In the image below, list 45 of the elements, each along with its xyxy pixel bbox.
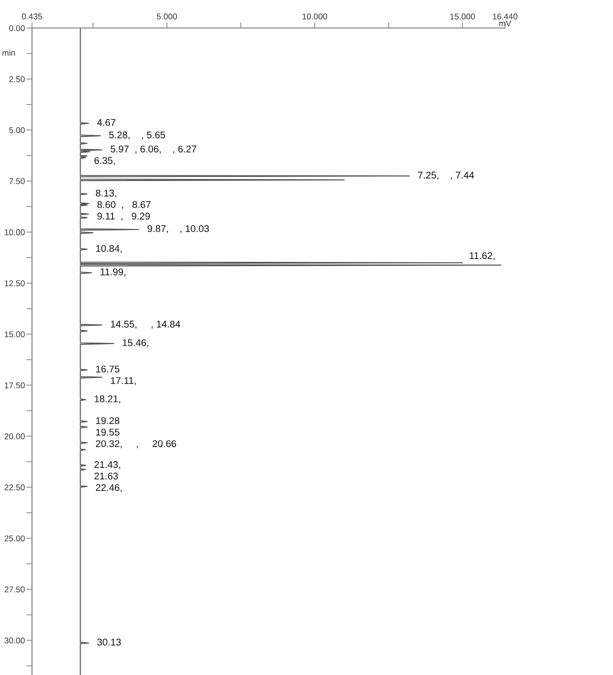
- annotation: 21.63: [94, 472, 118, 480]
- y-tick-label: 15.00: [4, 331, 25, 338]
- x-tick-label: 15.000: [450, 14, 475, 20]
- x-tick-label: 5.000: [156, 14, 178, 20]
- y-tick-label: 7.50: [9, 178, 25, 184]
- annotation: 9.87, , 10.03: [148, 225, 209, 234]
- annotation: 18.21,: [94, 395, 120, 404]
- annotation: 30.13: [97, 638, 121, 646]
- y-tick-label: 27.50: [4, 586, 25, 592]
- annotation: 11.99,: [100, 268, 126, 276]
- y-axis-title: min: [2, 50, 15, 56]
- annotation: 16.75: [96, 366, 120, 372]
- annotation: 19.28: [96, 417, 120, 424]
- y-tick-label: 30.00: [4, 638, 25, 644]
- y-tick-label: 12.50: [4, 280, 25, 286]
- y-tick-label: 5.00: [9, 127, 25, 134]
- y-tick-label: 0.00: [9, 25, 25, 32]
- annotation: 11.62,: [470, 252, 494, 260]
- y-tick-label: 2.50: [9, 76, 25, 82]
- y-tick-label: 25.00: [4, 535, 25, 542]
- annotation: 22.46,: [96, 484, 122, 492]
- x-tick-label: 16.440: [492, 14, 518, 20]
- annotation: 15.46,: [122, 339, 148, 348]
- annotation: 20.32, , 20.66: [96, 440, 176, 448]
- annotation: 17.11,: [110, 377, 136, 386]
- x-tick-label: 0.435: [22, 14, 42, 20]
- annotation: 10.84,: [96, 244, 122, 254]
- y-tick-label: 17.50: [4, 382, 25, 388]
- annotation: 8.60 , 8.67: [97, 201, 150, 210]
- annotation: 21.43,: [94, 461, 120, 470]
- annotation: 19.55: [96, 428, 120, 436]
- y-tick-label: 10.00: [4, 229, 25, 236]
- annotation: 4.67: [97, 119, 116, 126]
- annotation: 5.28, , 5.65: [109, 131, 166, 140]
- line-series: [80, 28, 502, 675]
- x-tick-label: 10.000: [302, 14, 328, 20]
- annotation: 9.11 , 9.29: [97, 212, 150, 221]
- annotation: 6.35,: [94, 157, 115, 166]
- annotation: 14.55, , 14.84: [110, 320, 180, 329]
- annotation: 5.97 , 6.06, , 6.27: [110, 146, 196, 154]
- annotation: 7.25, , 7.44: [418, 172, 474, 180]
- y-tick-label: 22.50: [4, 484, 25, 490]
- y-tick-label: 20.00: [4, 433, 25, 440]
- annotation: 8.13,: [96, 190, 116, 198]
- x-axis-title: mV: [499, 20, 512, 26]
